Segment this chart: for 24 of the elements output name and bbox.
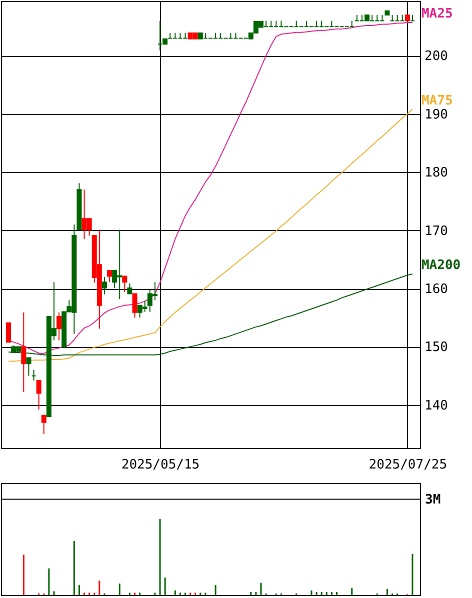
ref-line-label: 3M bbox=[425, 492, 441, 508]
x-tick-label: 2025/05/15 bbox=[121, 458, 200, 472]
candlestick bbox=[36, 380, 42, 410]
y-tick-label: 200 bbox=[424, 49, 448, 64]
y-tick-label: 160 bbox=[424, 282, 448, 298]
candlestick bbox=[21, 312, 26, 393]
y-tick-label: 170 bbox=[424, 224, 448, 239]
y-tick-label: 180 bbox=[424, 166, 448, 181]
candlestick bbox=[132, 293, 138, 318]
series-label: MA200 bbox=[421, 258, 461, 273]
candlestick bbox=[26, 357, 32, 376]
series-label: MA25 bbox=[421, 6, 453, 22]
x-tick-label: 2025/07/25 bbox=[368, 458, 448, 472]
candlestick bbox=[6, 322, 12, 343]
y-tick-label: 190 bbox=[424, 107, 448, 122]
candlestick bbox=[41, 414, 46, 435]
series-label: MA75 bbox=[421, 93, 453, 108]
y-tick-label: 150 bbox=[424, 340, 448, 356]
candlestick bbox=[122, 276, 128, 293]
y-tick-label: 140 bbox=[424, 398, 448, 414]
candlestick bbox=[102, 276, 107, 295]
candlestick bbox=[56, 312, 62, 341]
candlestick bbox=[127, 282, 132, 294]
candlestick bbox=[107, 270, 112, 283]
